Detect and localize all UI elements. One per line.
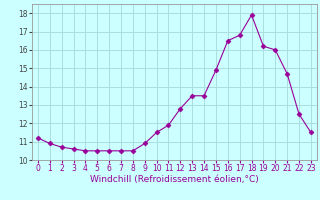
X-axis label: Windchill (Refroidissement éolien,°C): Windchill (Refroidissement éolien,°C): [90, 175, 259, 184]
